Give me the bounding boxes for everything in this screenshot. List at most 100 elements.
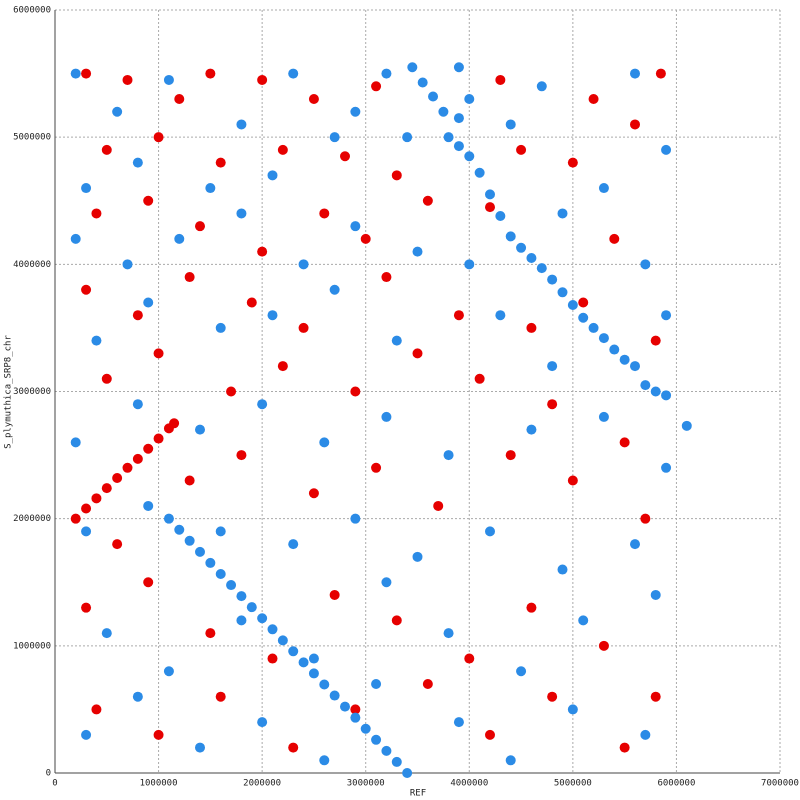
point (567, 157, 578, 168)
point (226, 386, 237, 397)
point (143, 500, 154, 511)
point (277, 361, 288, 372)
point (505, 119, 516, 130)
point (598, 183, 609, 194)
point (381, 577, 392, 588)
point (101, 628, 112, 639)
point (474, 167, 485, 178)
x-axis-label: REF (410, 789, 426, 799)
point (381, 745, 392, 756)
point (443, 450, 454, 461)
point (402, 132, 413, 143)
point (371, 81, 382, 92)
point (526, 322, 537, 333)
point (661, 462, 672, 473)
point (474, 373, 485, 384)
point (609, 344, 620, 355)
point (516, 666, 527, 677)
point (319, 679, 330, 690)
point (101, 373, 112, 384)
point (122, 259, 133, 270)
point (428, 91, 439, 102)
point (567, 300, 578, 311)
point (619, 437, 630, 448)
point (236, 119, 247, 130)
point (91, 493, 102, 504)
point (407, 62, 418, 73)
point (329, 284, 340, 295)
point (630, 361, 640, 372)
y-tick-label: 0 (46, 769, 51, 779)
point (267, 624, 278, 635)
point (650, 691, 661, 702)
point (163, 513, 174, 524)
point (495, 74, 506, 85)
point (588, 94, 599, 105)
point (453, 141, 464, 152)
x-tick-label: 4000000 (450, 779, 488, 789)
point (681, 420, 692, 431)
point (81, 526, 92, 537)
point (350, 106, 361, 117)
point (526, 602, 537, 613)
point (246, 602, 257, 613)
point (319, 755, 330, 766)
point (288, 539, 299, 550)
point (516, 242, 527, 253)
point (153, 729, 164, 740)
point (630, 539, 640, 550)
point (464, 653, 475, 664)
point (557, 208, 568, 219)
point (391, 756, 402, 767)
point (81, 729, 92, 740)
point (495, 310, 506, 321)
point (381, 411, 392, 422)
point (381, 272, 392, 283)
point (412, 348, 423, 359)
point (205, 183, 216, 194)
point (485, 189, 495, 200)
point (257, 613, 268, 624)
point (536, 263, 547, 274)
point (257, 246, 268, 257)
point (184, 272, 195, 283)
point (526, 424, 537, 435)
point (277, 144, 288, 155)
point (195, 546, 205, 557)
point (236, 591, 247, 602)
point (329, 690, 340, 701)
point (329, 132, 340, 143)
point (350, 513, 361, 524)
point (319, 208, 330, 219)
point (308, 94, 319, 105)
point (547, 361, 558, 372)
point (329, 589, 340, 600)
point (443, 132, 454, 143)
point (174, 94, 185, 105)
point (391, 335, 402, 346)
point (153, 348, 164, 359)
point (112, 106, 123, 117)
point (91, 335, 102, 346)
point (70, 68, 81, 79)
point (288, 742, 299, 753)
point (547, 691, 558, 702)
point (650, 386, 661, 397)
point (267, 653, 278, 664)
point (308, 488, 319, 499)
point (360, 723, 371, 734)
point (422, 195, 433, 206)
x-tick-label: 1000000 (140, 779, 178, 789)
point (453, 113, 464, 124)
point (412, 246, 423, 257)
point (267, 170, 278, 181)
point (598, 411, 609, 422)
point (640, 729, 651, 740)
point (169, 418, 180, 429)
point (163, 666, 174, 677)
point (567, 704, 578, 715)
point (350, 221, 361, 232)
y-tick-label: 2000000 (13, 514, 51, 524)
point (464, 259, 475, 270)
point (195, 424, 205, 435)
